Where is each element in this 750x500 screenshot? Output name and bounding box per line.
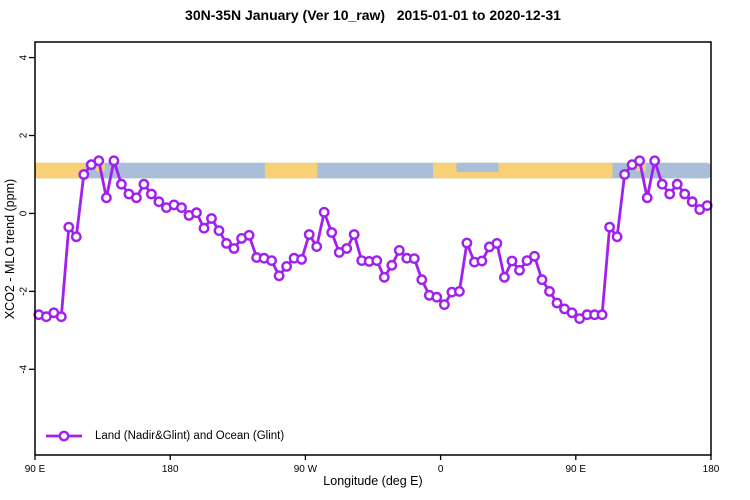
- data-point: [198, 222, 210, 234]
- data-point: [641, 192, 653, 204]
- data-point: [551, 297, 563, 309]
- data-point: [371, 255, 383, 266]
- x-tick-label: 90 W: [294, 464, 318, 475]
- data-point: [408, 253, 420, 265]
- band-ocean-overlay: [456, 162, 499, 173]
- data-point: [679, 188, 691, 200]
- data-point: [514, 264, 525, 276]
- x-tick-label: 0: [438, 464, 444, 475]
- data-point: [243, 229, 255, 241]
- data-point: [266, 255, 277, 266]
- data-point: [130, 192, 142, 204]
- data-point: [281, 260, 292, 272]
- data-point: [108, 155, 120, 167]
- data-point: [318, 206, 330, 218]
- data-point: [348, 229, 360, 240]
- data-point: [213, 225, 225, 237]
- data-point: [596, 309, 608, 321]
- data-point: [116, 178, 127, 190]
- data-point: [671, 178, 683, 190]
- data-point: [221, 237, 232, 249]
- data-point: [566, 307, 578, 319]
- data-point: [461, 237, 473, 249]
- legend: Land (Nadir&Glint) and Ocean (Glint): [44, 428, 284, 443]
- data-point: [378, 271, 390, 283]
- data-point: [604, 221, 615, 233]
- y-tick-label: 2: [19, 132, 30, 138]
- data-point: [521, 255, 533, 266]
- data-point: [701, 200, 713, 212]
- data-point: [311, 241, 323, 253]
- data-point: [416, 274, 428, 286]
- data-point: [393, 244, 405, 256]
- data-point: [70, 231, 82, 243]
- x-tick-label: 90 E: [25, 464, 46, 475]
- y-tick-label: -2: [19, 286, 30, 295]
- legend-label: Land (Nadir&Glint) and Ocean (Glint): [95, 429, 285, 442]
- data-point: [611, 231, 623, 243]
- y-tick-label: 0: [19, 210, 30, 216]
- data-point: [506, 255, 518, 267]
- data-point: [341, 243, 353, 254]
- data-point: [438, 299, 450, 310]
- data-point: [273, 270, 285, 282]
- x-tick-label: 180: [162, 464, 179, 475]
- data-point: [78, 169, 90, 180]
- band-land-segment: [35, 162, 86, 179]
- data-point: [63, 221, 75, 233]
- legend-marker-icon: [58, 430, 70, 441]
- data-point: [145, 188, 157, 200]
- data-point: [491, 237, 503, 249]
- data-point: [476, 255, 488, 267]
- data-point: [206, 213, 217, 224]
- y-axis-title: XCO2 - MLO trend (ppm): [3, 178, 17, 320]
- legend-sample: [46, 430, 82, 441]
- data-point: [664, 188, 676, 200]
- data-point: [176, 202, 187, 214]
- x-axis-title: Longitude (deg E): [323, 474, 423, 488]
- data-point: [326, 227, 338, 238]
- x-tick-label: 90 E: [566, 464, 587, 475]
- data-point: [101, 192, 112, 204]
- data-point: [303, 229, 315, 240]
- plot-frame: [34, 41, 712, 456]
- band-land-segment: [264, 162, 318, 179]
- data-point: [634, 155, 645, 167]
- y-tick-label: 4: [18, 54, 29, 60]
- data-point: [431, 291, 443, 303]
- data-point: [191, 207, 202, 219]
- data-point: [529, 250, 540, 262]
- data-point: [153, 196, 165, 208]
- data-point: [544, 285, 555, 297]
- data-point: [93, 155, 105, 167]
- data-point: [656, 178, 668, 190]
- y-tick-label: -4: [19, 364, 30, 373]
- data-point: [686, 196, 698, 208]
- data-point: [536, 274, 548, 286]
- data-point: [228, 243, 240, 254]
- data-point: [453, 285, 465, 297]
- chart-title: 30N-35N January (Ver 10_raw) 2015-01-01 …: [185, 7, 561, 23]
- data-point: [386, 259, 398, 271]
- data-point: [138, 178, 150, 190]
- x-tick-label: 180: [703, 464, 720, 475]
- data-point: [498, 271, 510, 283]
- data-point: [55, 311, 67, 323]
- data-point: [649, 155, 661, 167]
- data-point: [296, 253, 307, 265]
- data-point: [619, 169, 630, 180]
